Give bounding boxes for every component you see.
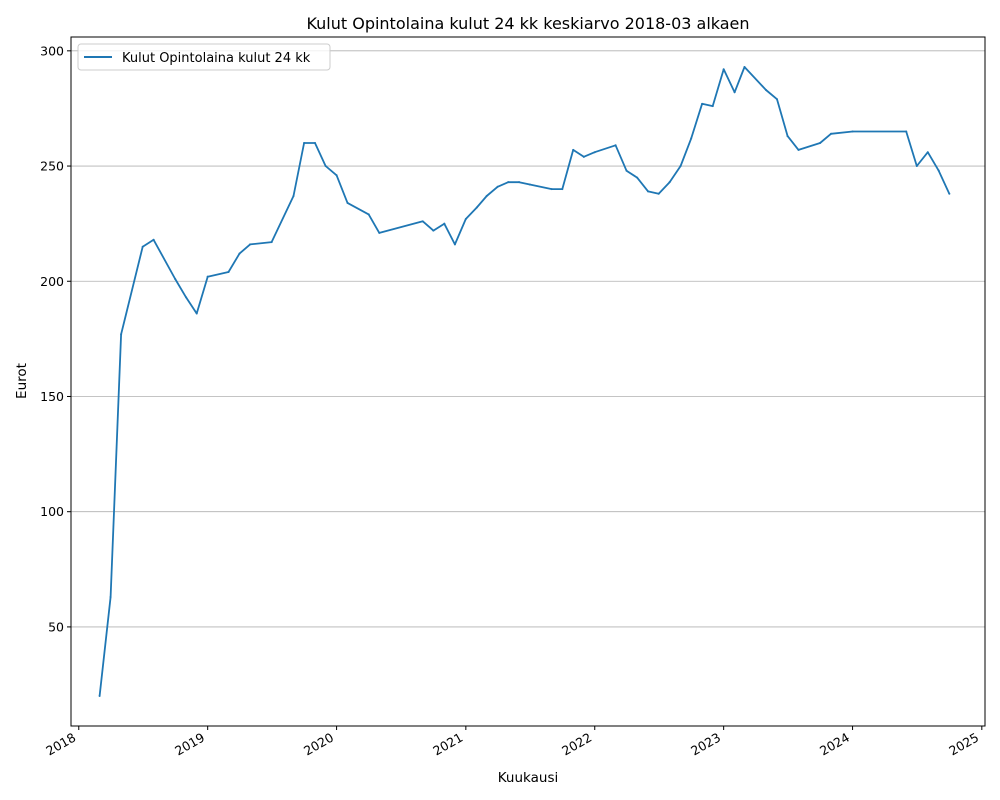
data-point — [249, 243, 252, 246]
plot-frame — [70, 36, 986, 727]
legend: Kulut Opintolaina kulut 24 kk — [77, 43, 331, 71]
x-tick-label: 2022 — [559, 730, 594, 759]
data-point — [905, 130, 908, 133]
data-point — [797, 148, 800, 151]
y-tick-label: 100 — [40, 504, 64, 519]
data-point — [636, 176, 639, 179]
y-axis-label: Eurot — [14, 363, 30, 399]
data-point — [711, 105, 714, 108]
data-point — [485, 195, 488, 197]
data-point — [647, 190, 650, 193]
data-point — [550, 188, 553, 191]
legend-label: Kulut Opintolaina kulut 24 kk — [122, 51, 311, 66]
data-point — [206, 275, 209, 278]
x-tick-label: 2023 — [688, 730, 723, 759]
data-point — [819, 142, 822, 144]
series-layer — [98, 65, 951, 698]
data-point — [346, 201, 349, 204]
data-point — [443, 222, 446, 225]
data-point — [775, 98, 778, 101]
series-line — [98, 66, 951, 697]
data-point — [582, 155, 585, 158]
data-point — [464, 218, 467, 221]
data-point — [625, 169, 628, 172]
x-tick-label: 2019 — [172, 730, 207, 759]
data-point — [152, 238, 155, 241]
data-point — [926, 151, 929, 154]
x-tick-label: 2024 — [817, 730, 852, 759]
y-tick-label: 300 — [40, 43, 64, 58]
data-point — [830, 132, 833, 135]
data-point — [593, 151, 596, 154]
data-point — [572, 148, 575, 151]
data-point — [786, 135, 789, 138]
legend-box — [77, 43, 331, 71]
data-point — [765, 89, 768, 91]
data-point — [227, 271, 230, 274]
data-point — [475, 206, 478, 209]
y-tick-label: 50 — [48, 619, 64, 634]
x-tick-label: 2025 — [946, 730, 981, 759]
data-point — [324, 165, 327, 168]
data-point — [668, 181, 671, 184]
data-point — [851, 130, 854, 133]
data-point — [561, 188, 564, 191]
data-point — [496, 185, 499, 188]
data-point — [507, 181, 510, 184]
y-tick-label: 250 — [40, 159, 64, 174]
data-point — [378, 231, 381, 234]
data-point — [733, 91, 736, 94]
data-point — [314, 142, 317, 144]
data-point — [238, 252, 241, 255]
data-point — [657, 192, 660, 195]
data-point — [701, 102, 704, 105]
data-point — [185, 296, 188, 299]
data-point — [518, 181, 521, 184]
data-point — [98, 695, 101, 698]
data-point — [528, 183, 531, 186]
data-point — [421, 220, 424, 223]
data-point — [743, 65, 746, 68]
data-point — [915, 165, 918, 168]
x-tick-label: 2018 — [43, 730, 78, 759]
data-point — [174, 277, 177, 280]
data-point — [948, 192, 951, 195]
data-point — [367, 213, 370, 216]
data-point — [690, 137, 693, 140]
data-point — [453, 243, 456, 246]
data-point — [937, 169, 940, 172]
y-tick-label: 200 — [40, 274, 64, 289]
chart-title: Kulut Opintolaina kulut 24 kk keskiarvo … — [306, 14, 749, 33]
data-point — [722, 68, 725, 71]
x-axis-ticks: 2018 2019 2020 2021 2022 2023 2024 2025 — [43, 726, 983, 759]
y-tick-label: 150 — [40, 389, 64, 404]
data-point — [614, 144, 617, 147]
x-tick-label: 2021 — [430, 730, 465, 759]
y-axis-ticks: 50 100 150 200 250 300 — [40, 43, 71, 634]
data-point — [120, 333, 123, 336]
data-point — [335, 174, 338, 177]
gridlines — [71, 50, 985, 628]
data-point — [141, 245, 144, 248]
data-point — [270, 241, 273, 244]
data-point — [292, 195, 295, 197]
x-tick-label: 2020 — [301, 730, 336, 759]
x-axis-label: Kuukausi — [498, 770, 559, 786]
data-point — [109, 595, 112, 598]
data-point — [679, 165, 682, 168]
data-point — [303, 142, 306, 144]
data-point — [195, 312, 198, 315]
data-point — [432, 229, 435, 232]
